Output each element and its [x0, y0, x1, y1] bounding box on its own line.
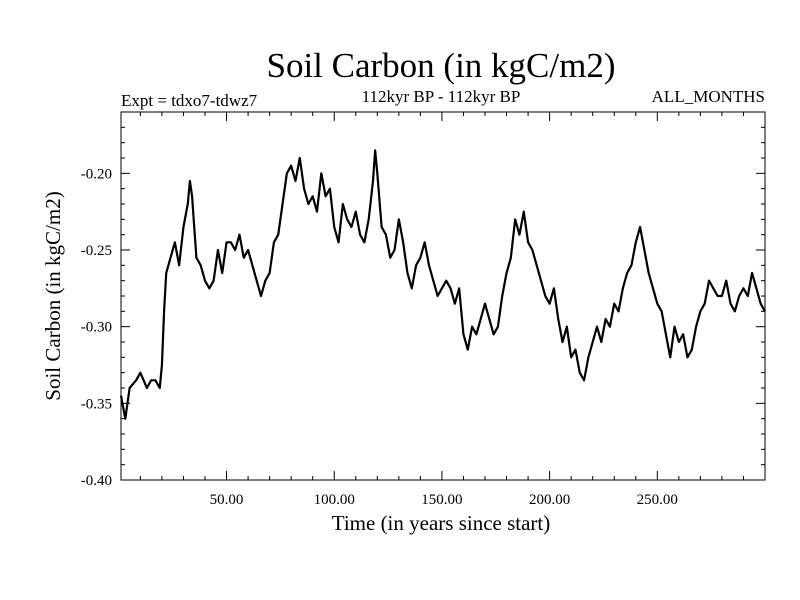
- x-tick-label: 50.00: [210, 492, 244, 508]
- x-tick-label: 200.00: [529, 492, 570, 508]
- plot-frame: [120, 111, 766, 481]
- y-tick-label: -0.25: [81, 243, 112, 259]
- series-line: [119, 149, 766, 420]
- x-tick-label: 100.00: [314, 492, 355, 508]
- y-tick-label: -0.40: [81, 473, 112, 489]
- x-axis-label: Time (in years since start): [332, 511, 551, 535]
- y-tick-label: -0.20: [81, 166, 112, 182]
- x-tick-label: 250.00: [637, 492, 678, 508]
- experiment-label: Expt = tdxo7-tdwz7: [121, 91, 258, 110]
- y-tick-label: -0.30: [81, 320, 112, 336]
- y-tick-label: -0.35: [81, 396, 112, 412]
- chart-title: Soil Carbon (in kgC/m2): [266, 46, 615, 85]
- y-axis-label: Soil Carbon (in kgC/m2): [41, 191, 65, 400]
- months-label: ALL_MONTHS: [652, 87, 765, 106]
- axis-tick-labels: 50.00 100.00 150.00 200.00 250.00 -0.40 -0.35 -…: [81, 166, 678, 508]
- period-label: 112kyr BP - 112kyr BP: [362, 87, 521, 106]
- series-layer: [119, 149, 766, 420]
- x-tick-label: 150.00: [421, 492, 462, 508]
- axis-ticks: [121, 112, 765, 481]
